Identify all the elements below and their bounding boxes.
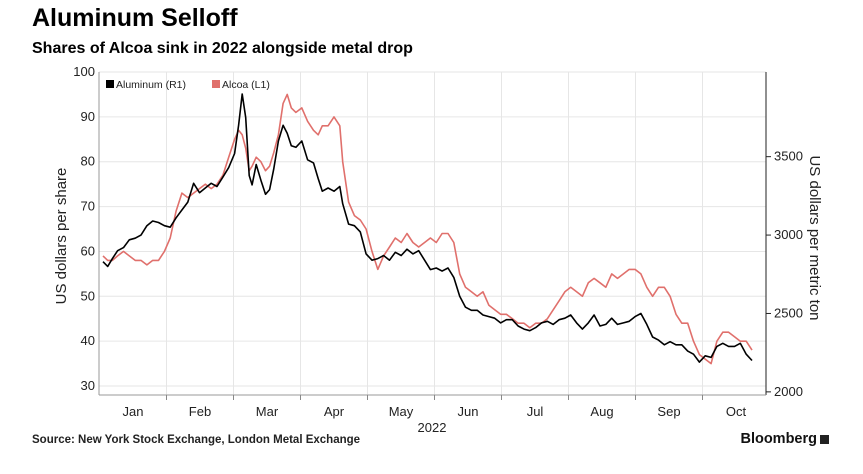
left-tick-label: 90 [81,109,95,124]
legend-swatch-aluminum [106,80,114,88]
x-tick-label: Feb [189,404,211,419]
series-layer [102,93,753,365]
left-axis-ticks: 30 40 50 60 70 80 90 100 [73,64,95,393]
x-tick-label: Sep [657,404,680,419]
x-tick-label: Aug [590,404,613,419]
left-tick-label: 40 [81,333,95,348]
horizontal-gridlines [99,71,766,387]
vertical-gridlines [166,72,703,395]
legend: Aluminum (R1) Alcoa (L1) [106,79,270,91]
x-axis-ticks: Jan Feb Mar Apr May Jun Jul Aug Sep Oct [123,395,747,419]
right-axis-ticks: 2000 2500 3000 3500 [766,149,803,399]
chart-title: Aluminum Selloff [32,4,238,32]
legend-swatch-alcoa [212,80,220,88]
x-axis-year-label: 2022 [418,420,447,435]
right-tick-label: 2000 [774,384,803,399]
left-tick-label: 100 [73,64,95,79]
left-tick-label: 80 [81,154,95,169]
left-tick-label: 50 [81,288,95,303]
right-tick-label: 2500 [774,305,803,320]
series-line-aluminum [102,93,753,363]
left-tick-label: 30 [81,378,95,393]
right-tick-label: 3500 [774,149,803,164]
x-tick-label: Jun [458,404,479,419]
x-tick-label: Oct [726,404,747,419]
legend-label-alcoa: Alcoa (L1) [222,79,270,91]
source-note: Source: New York Stock Exchange, London … [32,434,361,446]
bloomberg-mark-icon [820,435,829,444]
left-tick-label: 70 [81,199,95,214]
x-tick-label: Mar [256,404,279,419]
x-tick-label: Jul [527,404,544,419]
legend-label-aluminum: Aluminum (R1) [116,79,186,91]
right-axis-label: US dollars per metric ton [806,155,823,320]
brand-logo: Bloomberg [740,431,829,447]
left-axis-label: US dollars per share [53,168,70,305]
x-tick-label: Apr [324,404,345,419]
brand-name: Bloomberg [740,431,817,447]
x-tick-label: May [389,404,414,419]
x-tick-label: Jan [123,404,144,419]
series-line-alcoa [102,93,753,365]
right-tick-label: 3000 [774,227,803,242]
left-tick-label: 60 [81,243,95,258]
chart-subtitle: Shares of Alcoa sink in 2022 alongside m… [32,40,413,57]
